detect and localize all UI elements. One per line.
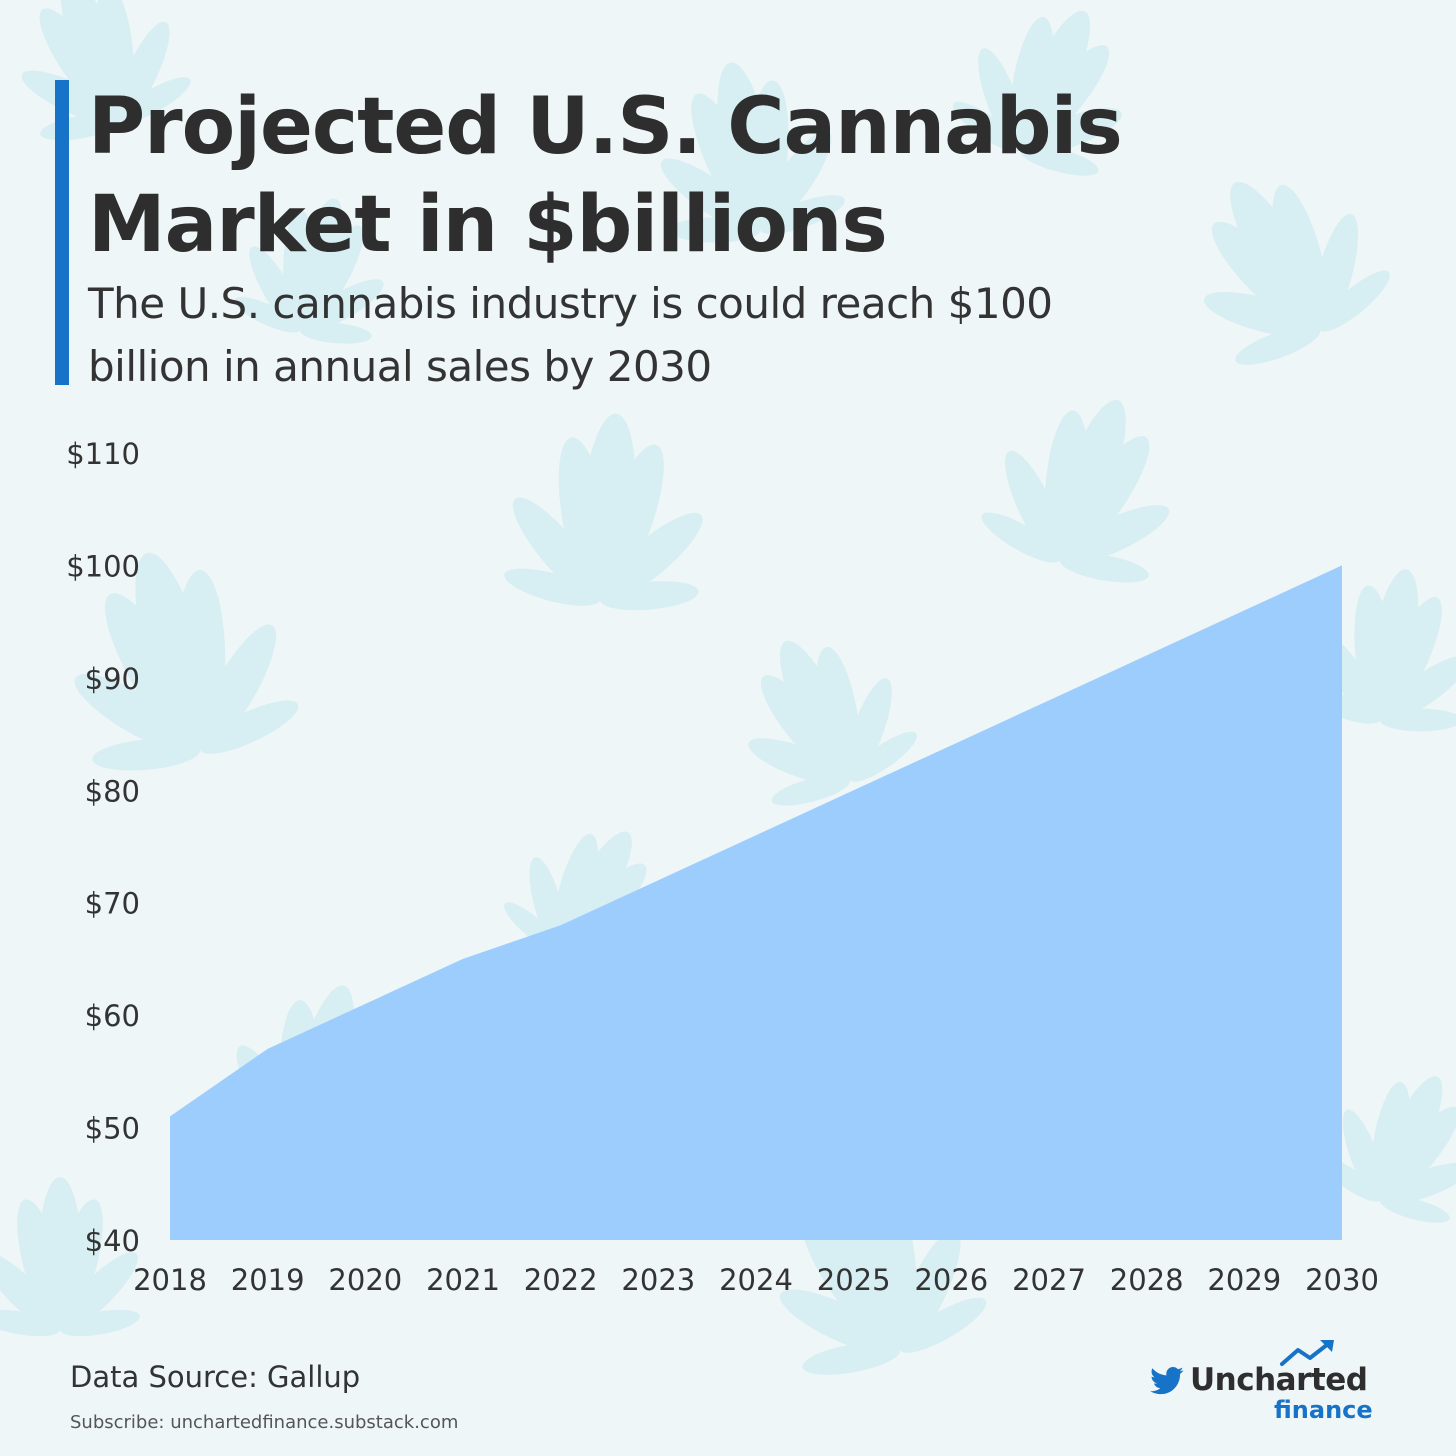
x-tick-label: 2021 — [426, 1263, 500, 1297]
cannabis-leaf-icon — [234, 198, 384, 344]
title-accent-bar — [55, 80, 69, 385]
x-tick-label: 2023 — [621, 1263, 695, 1297]
x-tick-label: 2020 — [328, 1263, 402, 1297]
subscribe-link[interactable]: Subscribe: unchartedfinance.substack.com — [70, 1412, 459, 1433]
cannabis-leaf-icon — [953, 10, 1122, 176]
y-tick-label: $70 — [85, 887, 140, 921]
y-tick-label: $90 — [85, 662, 140, 696]
cannabis-leaf-icon — [0, 1177, 140, 1337]
twitter-bird-icon — [1150, 1366, 1184, 1395]
x-tick-label: 2030 — [1305, 1263, 1379, 1297]
x-tick-label: 2027 — [1012, 1263, 1086, 1297]
y-tick-label: $60 — [85, 999, 140, 1033]
x-tick-label: 2026 — [914, 1263, 988, 1297]
page-title: Projected U.S. Cannabis Market in $billi… — [88, 82, 1123, 270]
brand-name: Uncharted — [1190, 1362, 1368, 1398]
cannabis-leaf-icon — [981, 399, 1170, 583]
x-tick-label: 2019 — [231, 1263, 305, 1297]
y-tick-label: $110 — [66, 437, 140, 471]
data-source: Data Source: Gallup — [70, 1360, 361, 1394]
cannabis-leaf-icon — [21, 0, 191, 141]
x-tick-label: 2028 — [1110, 1263, 1184, 1297]
x-tick-label: 2025 — [817, 1263, 891, 1297]
x-tick-label: 2029 — [1207, 1263, 1281, 1297]
y-tick-label: $100 — [66, 549, 140, 583]
cannabis-leaf-icon — [504, 413, 703, 611]
brand-subname: finance — [1274, 1396, 1373, 1424]
cannabis-leaf-icon — [660, 62, 845, 243]
page-subtitle: The U.S. cannabis industry is could reac… — [88, 279, 1053, 391]
cannabis-leaf-icon — [1203, 181, 1390, 365]
cannabis-leaf-icon — [1303, 569, 1456, 732]
cannabis-leaf-icon — [74, 552, 299, 771]
x-tick-label: 2024 — [719, 1263, 793, 1297]
x-tick-label: 2022 — [524, 1263, 598, 1297]
y-tick-label: $40 — [85, 1224, 140, 1258]
y-tick-label: $80 — [85, 774, 140, 808]
x-axis-ticks: 2018 2019 2020 2021 2022 2023 2024 2025 2026 2027… — [133, 1263, 1379, 1297]
trend-arrow-icon — [1280, 1340, 1334, 1366]
y-tick-label: $50 — [85, 1112, 140, 1146]
x-tick-label: 2018 — [133, 1263, 207, 1297]
y-axis-ticks: $40 $50 $60 $70 $80 $90 $100 $110 — [66, 437, 140, 1258]
series-area — [170, 565, 1342, 1240]
cannabis-leaf-icon — [748, 640, 917, 806]
brand-logo: Uncharted finance — [1150, 1338, 1390, 1428]
